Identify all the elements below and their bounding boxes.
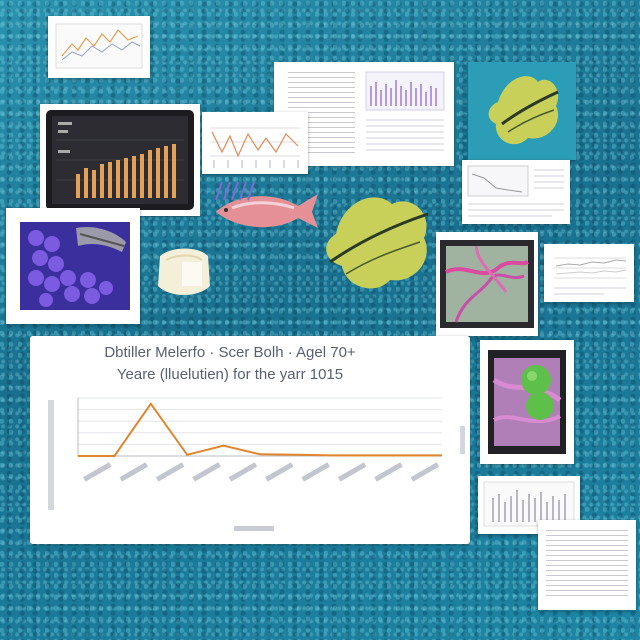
thumbnail-chart-doc-top-left [48, 16, 150, 78]
main-chart-card: Dbtiller Melerfo · Scer Bolh · Agel 70+ … [30, 336, 470, 544]
x-tick-label-blurred [83, 462, 112, 482]
x-tick-label-blurred [228, 462, 258, 482]
mini-line-chart [55, 23, 143, 69]
thumbnail-leaf-creature [468, 62, 576, 160]
thumbnail-line-chart-small [202, 112, 308, 174]
y-axis-label-blurred [48, 400, 54, 510]
x-tick-label-blurred [155, 462, 185, 482]
series-points [77, 403, 443, 457]
chart-title: Dbtiller Melerfo · Scer Bolh · Agel 70+ … [30, 342, 430, 386]
x-axis-label-blurred [234, 526, 274, 531]
mini-chart-right-1 [467, 165, 564, 217]
chart-grid [78, 397, 442, 457]
chart-title-line-2: Yeare (lluelutien) for the yarr 1015 [116, 366, 344, 383]
x-tick-label-blurred [374, 462, 403, 482]
series-line [78, 402, 442, 457]
tablet-bar-chart [40, 104, 200, 216]
x-tick-label-blurred [119, 462, 148, 482]
chart-axes [77, 398, 442, 457]
thumbnail-purple-tissue [6, 208, 140, 324]
thumbnail-doc-right-2 [544, 244, 634, 302]
x-tick-labels-blurred [83, 462, 440, 482]
thumbnail-doc-right-1 [462, 160, 570, 224]
mini-line-chart-2 [210, 127, 300, 168]
x-tick-label-blurred [410, 462, 440, 482]
x-tick-label-blurred [192, 462, 221, 482]
thumbnail-pink-veins [436, 232, 538, 336]
green-spheres-image [488, 350, 566, 454]
mini-bar-chart-bottom [483, 481, 575, 527]
x-tick-label-blurred [337, 462, 367, 482]
x-tick-label-blurred [265, 462, 294, 482]
purple-cells-image [20, 222, 130, 310]
x-tick-label-blurred [301, 462, 330, 482]
leaf-creature-icon [488, 76, 559, 145]
tablet-screen [46, 110, 194, 210]
mini-bar-table [365, 71, 445, 151]
chart-title-line-1: Dbtiller Melerfo · Scer Bolh · Agel 70+ [104, 344, 356, 361]
big-leaf-creature [326, 197, 429, 289]
cream-container [158, 248, 210, 295]
thumbnail-doc-bottom-right [538, 520, 636, 610]
side-label-blurred [460, 426, 465, 454]
main-line-chart [48, 397, 465, 531]
fish-illustration [215, 181, 318, 228]
mini-chart-right-2 [554, 257, 627, 295]
pink-veins-image [440, 240, 534, 328]
thumbnail-green-spheres [480, 340, 574, 464]
